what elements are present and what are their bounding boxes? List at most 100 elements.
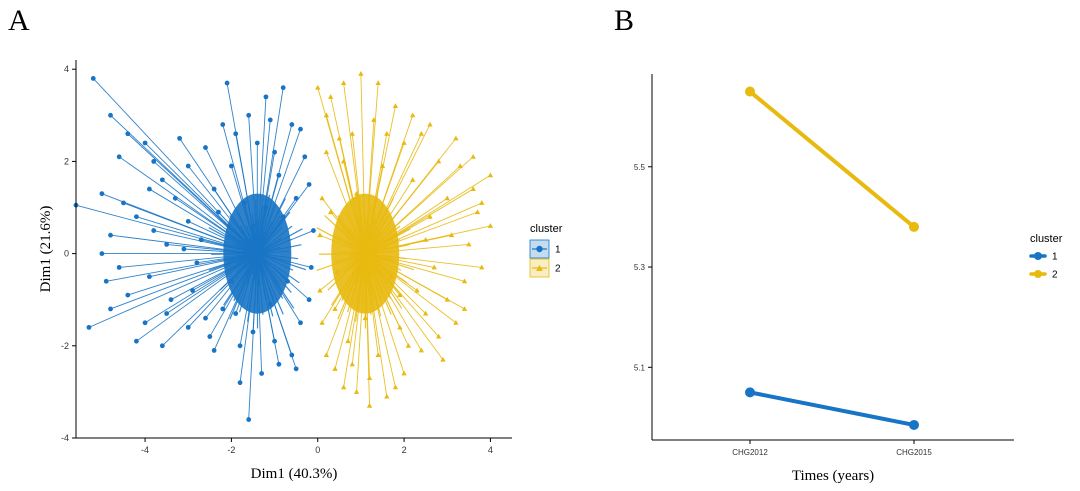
- data-point-cluster-2: [423, 310, 429, 316]
- y-ticks: 5.1 5.3 5.5: [634, 163, 652, 372]
- x-axis-title: Times (years): [792, 468, 874, 484]
- data-point-cluster-2: [410, 112, 416, 118]
- x-tick-label: CHG2015: [896, 448, 932, 457]
- data-point-cluster-1: [211, 186, 217, 192]
- data-point-cluster-1: [289, 352, 295, 358]
- data-point-cluster-1: [134, 338, 139, 344]
- legend-marker-2: [1034, 270, 1042, 278]
- series-line-1: [748, 390, 916, 427]
- legend-marker-2: [536, 264, 543, 272]
- data-point-cluster-2: [332, 306, 338, 311]
- legend-label-1: 1: [1052, 252, 1058, 263]
- data-point-cluster-1: [263, 94, 269, 100]
- data-point-cluster-2: [323, 112, 330, 118]
- legend-label-2: 2: [555, 264, 561, 275]
- data-point-cluster-2: [375, 352, 381, 357]
- data-point-cluster-2: [358, 71, 364, 76]
- data-point-cluster-1: [185, 324, 191, 330]
- data-point-cluster-2: [453, 135, 459, 141]
- x-ticks: -4 -2 0 2 4: [141, 438, 493, 455]
- legend-marker-1: [536, 245, 543, 253]
- data-point-cluster-1: [159, 343, 165, 349]
- data-point-cluster-1: [203, 315, 208, 321]
- data-point-cluster-1: [280, 85, 286, 91]
- data-point-cluster-1: [185, 163, 191, 169]
- data-point-cluster-1: [90, 76, 96, 81]
- data-point-cluster-1: [306, 182, 312, 187]
- data-point-cluster-1: [211, 348, 217, 353]
- series-line-2: [748, 89, 916, 229]
- data-point-cluster-1: [237, 380, 243, 386]
- x-tick-label: 2: [402, 445, 407, 455]
- data-point-cluster-2: [336, 135, 342, 141]
- data-point-cluster-1: [220, 122, 226, 127]
- data-point-cluster-1: [134, 214, 139, 220]
- data-point-cluster-1: [276, 361, 282, 367]
- data-point-cluster-2: [414, 287, 420, 293]
- data-point-cluster-2: [448, 232, 455, 238]
- data-point-cluster-2: [392, 103, 399, 109]
- data-point-cluster-2: [375, 80, 381, 86]
- data-point-cluster-2: [323, 352, 330, 357]
- data-point-cluster-2: [470, 186, 476, 192]
- data-point-cluster-1: [99, 251, 105, 257]
- x-ticks: CHG2012 CHG2015: [732, 440, 932, 457]
- data-point-cluster-2: [431, 264, 437, 270]
- y-tick-label: -4: [61, 433, 69, 443]
- data-point-cluster-1: [289, 122, 295, 127]
- data-point-cluster-1: [190, 288, 195, 293]
- data-point-cluster-1: [151, 228, 157, 233]
- legend-title: cluster: [1030, 233, 1063, 245]
- data-point-cluster-1: [216, 209, 221, 215]
- data-point-cluster-1: [108, 112, 113, 118]
- data-point-cluster-1: [259, 371, 265, 376]
- data-point-cluster-1: [308, 265, 314, 270]
- data-point-cluster-1: [229, 163, 234, 169]
- data-point-cluster-1: [108, 232, 113, 238]
- line-point-cluster-1: [909, 419, 919, 430]
- data-point-cluster-1: [302, 154, 308, 160]
- data-point-cluster-1: [164, 311, 170, 316]
- data-point-cluster-1: [146, 186, 152, 192]
- data-point-cluster-1: [159, 177, 165, 183]
- data-point-cluster-2: [401, 370, 407, 376]
- data-point-cluster-2: [353, 389, 360, 394]
- data-point-cluster-2: [461, 278, 468, 284]
- data-point-cluster-1: [220, 306, 226, 312]
- x-tick-label: 4: [488, 445, 493, 455]
- legend-label-2: 2: [1052, 270, 1058, 281]
- line-chart-b: CHG2012 CHG2015 5.1 5.3 5.5 Times (years) c…: [634, 74, 1063, 484]
- data-point-cluster-1: [125, 131, 131, 137]
- data-point-cluster-2: [366, 375, 373, 381]
- data-point-cluster-1: [125, 292, 131, 298]
- data-point-cluster-2: [418, 130, 425, 136]
- data-point-cluster-2: [371, 117, 377, 122]
- y-tick-label: 4: [64, 64, 69, 74]
- data-point-cluster-2: [470, 154, 476, 159]
- x-tick-label: 0: [315, 445, 320, 455]
- data-point-cluster-1: [103, 278, 109, 284]
- data-point-cluster-2: [427, 213, 433, 219]
- legend: cluster 1 2: [529, 223, 563, 278]
- data-point-cluster-2: [487, 223, 494, 228]
- data-point-cluster-2: [379, 163, 386, 168]
- line-point-cluster-2: [745, 86, 755, 97]
- data-point-cluster-1: [272, 149, 277, 155]
- data-point-cluster-1: [254, 140, 260, 146]
- data-point-cluster-1: [224, 80, 230, 86]
- data-point-cluster-1: [172, 195, 178, 201]
- data-point-cluster-2: [479, 264, 485, 270]
- legend: cluster 1 2: [1029, 233, 1063, 281]
- data-point-cluster-1: [237, 343, 243, 349]
- data-point-cluster-2: [353, 190, 360, 196]
- centroid-core: [223, 193, 292, 314]
- data-point-cluster-2: [397, 292, 403, 298]
- data-point-cluster-1: [233, 311, 239, 316]
- data-point-cluster-2: [332, 366, 338, 371]
- y-tick-label: 0: [64, 249, 69, 259]
- centroid-core: [331, 193, 400, 314]
- data-point-cluster-2: [315, 84, 321, 90]
- data-point-cluster-2: [340, 158, 347, 164]
- y-tick-label: 2: [64, 156, 69, 166]
- line-point-cluster-1: [745, 387, 755, 398]
